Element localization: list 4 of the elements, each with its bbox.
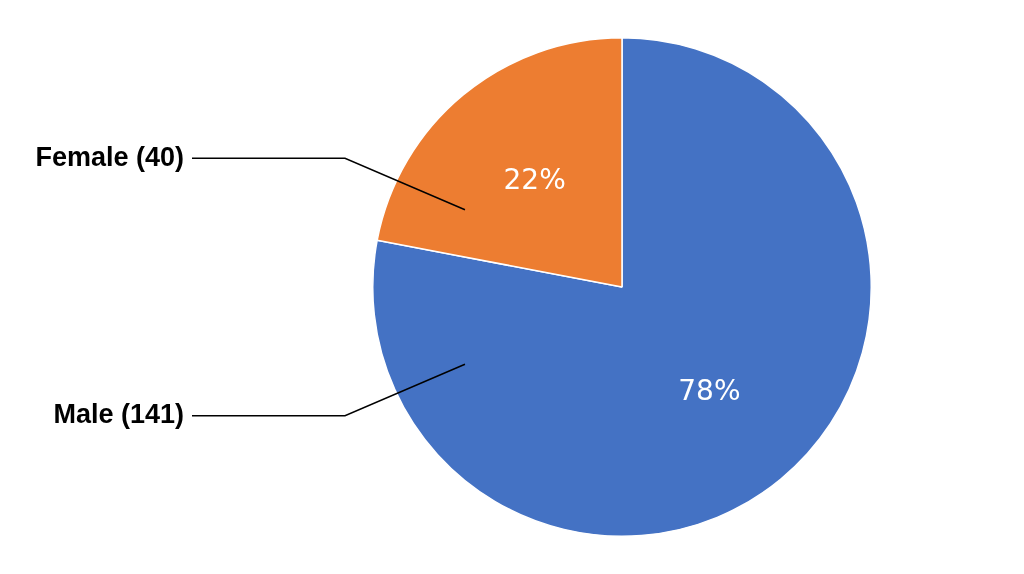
- slice-label: Male (141): [53, 399, 184, 430]
- data-label: 78%: [678, 373, 741, 407]
- slice-label: Female (40): [35, 141, 184, 172]
- data-label: 22%: [503, 162, 566, 196]
